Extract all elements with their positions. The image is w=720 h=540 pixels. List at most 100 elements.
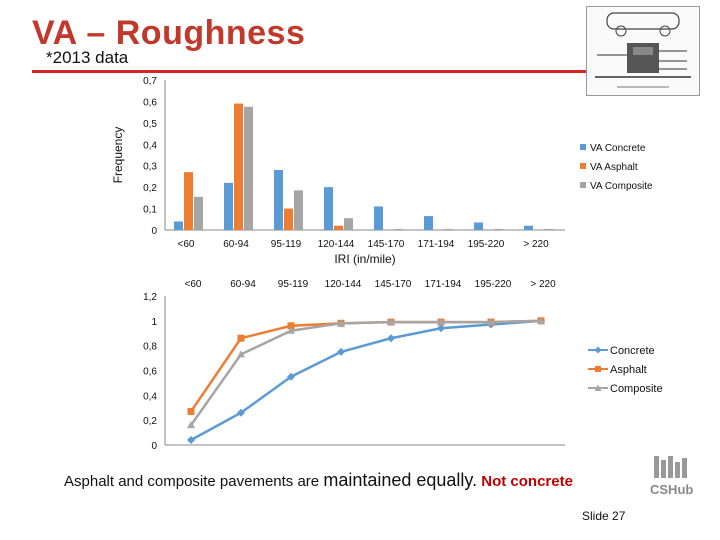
x-tick-label: <60 [178,239,195,250]
point-composite [387,318,395,326]
point-asphalt [387,318,395,326]
y-tick-label: 0,3 [143,162,157,173]
bar-va-composite [394,228,403,230]
point-concrete [387,334,395,343]
bar-va-composite [294,190,303,230]
y-tick-label-2: 1,2 [143,292,157,303]
line-asphalt [189,319,542,413]
frequency-bar-chart: 0 0,1 0,2 0,3 0,4 0,5 0,6 0,7 Frequency <60 60-94 9… [111,76,653,266]
bar-va-composite [344,218,353,230]
x-tick-label-2: 145-170 [375,279,412,290]
point-asphalt [487,318,495,326]
x-tick-label-2: <60 [185,279,202,290]
title-underline [32,70,602,73]
conclusion-part1: Asphalt and composite pavements are [64,473,324,490]
point-asphalt [437,318,445,326]
legend-swatch [580,182,586,188]
x-tick-label: > 220 [523,239,549,250]
x-axis-title: IRI (in/mile) [334,252,395,266]
cshub-logo-icon: CSHub [644,452,694,500]
x-tick-label-2: 95-119 [278,279,309,290]
point-composite [537,316,545,324]
point-concrete [187,436,195,445]
bar-va-composite [544,228,553,230]
point-asphalt [337,319,345,327]
legend-marker [594,384,602,391]
point-concrete [337,347,345,356]
slide-number: Slide 27 [582,509,626,523]
x-tick-label: 60-94 [223,239,249,250]
bar-va-asphalt [184,172,193,230]
x-tick-label: 195-220 [468,239,505,250]
bar-va-concrete [374,206,383,230]
y-tick-label-2: 0,2 [143,416,157,427]
x-tick-label: 171-194 [418,239,455,250]
y-tick-label: 0,7 [143,76,157,87]
y-tick-label: 0,4 [143,140,157,151]
conclusion-part2: maintained equally. [323,470,478,490]
point-composite [237,350,245,358]
bar-va-concrete [324,187,333,230]
legend-label-2: Concrete [610,345,655,357]
bar-va-concrete [474,222,483,230]
x-tick-label-2: 60-94 [230,279,256,290]
point-concrete [287,372,295,381]
y-axis-title: Frequency [111,127,125,184]
point-concrete [237,408,245,417]
y-tick-label-2: 1 [151,317,157,328]
bar-va-asphalt [284,208,293,230]
legend-marker [595,366,601,372]
bar-va-composite [194,196,203,230]
legend-swatch [580,144,586,150]
legend-label: VA Asphalt [590,162,638,173]
y-tick-label: 0,2 [143,183,157,194]
bar-va-concrete [174,221,183,230]
bar-va-concrete [274,170,283,230]
point-composite [337,319,345,327]
line-composite [189,319,542,426]
point-concrete [487,320,495,329]
bar-va-asphalt [334,225,343,230]
conclusion-text: Asphalt and composite pavements are main… [64,470,573,491]
y-tick-label-2: 0,4 [143,391,157,402]
point-concrete [537,316,545,325]
y-tick-label: 0 [151,226,157,237]
slide-subtitle: *2013 data [46,48,129,67]
bar-va-composite [244,106,253,230]
legend-swatch [580,163,586,169]
bar-va-concrete [524,225,533,230]
point-concrete [437,324,445,333]
logo-text: CSHub [650,482,694,497]
point-asphalt [287,322,295,330]
y-tick-label-2: 0,8 [143,342,157,353]
legend-label-2: Asphalt [610,364,647,376]
x-tick-label: 120-144 [318,239,355,250]
legend-marker [594,346,602,354]
point-composite [187,421,195,429]
point-composite [487,318,495,326]
conclusion-part3: Not concrete [477,473,573,490]
bar-va-composite [494,228,503,230]
bar-va-asphalt [234,103,243,230]
y-tick-label: 0,6 [143,97,157,108]
y-tick-label-2: 0 [151,441,157,452]
profiler-diagram-image [586,6,700,96]
x-tick-label-2: 120-144 [325,279,362,290]
y-tick-label: 0,1 [143,205,157,216]
x-tick-label-2: 195-220 [475,279,512,290]
x-tick-label: 145-170 [368,239,405,250]
point-asphalt [237,334,245,342]
legend-label: VA Concrete [590,143,646,154]
bar-va-concrete [224,182,233,230]
x-tick-label-2: 171-194 [425,279,462,290]
line-concrete [190,319,542,442]
bar-va-composite [444,228,453,230]
x-tick-label-2: > 220 [530,279,556,290]
bar-va-concrete [424,216,433,230]
legend-label: VA Composite [590,181,653,192]
point-composite [287,326,295,334]
x-tick-label: 95-119 [271,239,302,250]
legend-label-2: Composite [610,383,663,395]
slide-title: VA – Roughness [32,14,306,52]
point-asphalt [537,317,545,325]
